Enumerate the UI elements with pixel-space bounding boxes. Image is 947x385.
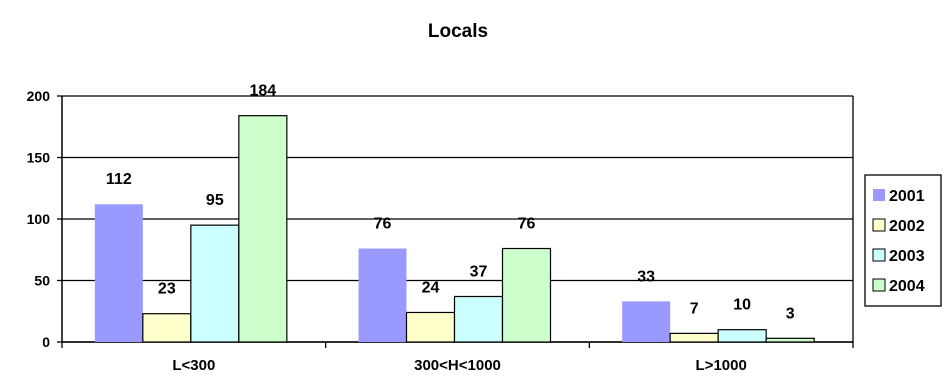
data-label: 33: [637, 268, 655, 285]
y-tick-label: 100: [27, 211, 51, 227]
data-label: 23: [158, 281, 176, 298]
bar-2004-l-300: [238, 115, 288, 343]
axes: 0 50 100 150 200 L<300 300<H<1000 L>1000: [27, 88, 854, 374]
bar-2002-300-h-1000: [405, 311, 456, 343]
legend-swatch-2003: [872, 248, 886, 262]
bar-2003-l-300: [190, 224, 240, 343]
y-tick-label: 200: [27, 88, 51, 104]
data-label: 76: [518, 216, 536, 233]
data-label: 37: [470, 263, 488, 280]
bars: [94, 115, 815, 343]
y-tick-label: 50: [34, 273, 50, 289]
legend-swatch-2004: [872, 278, 886, 292]
x-tick-label: 300<H<1000: [414, 357, 501, 374]
data-label: 95: [206, 192, 224, 209]
legend: 2001 2002 2003 2004: [864, 174, 942, 307]
bar-2001-l-1000: [622, 301, 671, 342]
data-labels: 112 23 95 184 76 24 37 76 33 7 10 3: [106, 83, 795, 323]
bar-2004-300-h-1000: [501, 247, 552, 343]
data-label: 3: [786, 305, 795, 322]
legend-swatch-2001: [873, 189, 885, 201]
bar-2003-300-h-1000: [453, 295, 504, 343]
x-tick-label: L>1000: [696, 357, 747, 374]
data-label: 7: [690, 300, 699, 317]
legend-label-2004: 2004: [889, 278, 925, 295]
legend-label-2003: 2003: [889, 248, 925, 265]
bar-2003-l-1000: [717, 329, 767, 343]
bar-2002-l-300: [142, 313, 192, 343]
data-label: 24: [422, 279, 440, 296]
legend-label-2002: 2002: [889, 218, 925, 235]
x-tick-label: L<300: [172, 357, 215, 374]
y-tick-label: 150: [27, 150, 51, 166]
data-label: 112: [106, 171, 132, 188]
bar-2001-l-300: [94, 204, 143, 342]
data-label: 10: [733, 297, 751, 314]
bar-2001-300-h-1000: [358, 248, 407, 342]
data-label: 76: [374, 216, 392, 233]
bar-2004-l-1000: [765, 337, 815, 343]
bar-2002-l-1000: [669, 332, 719, 343]
legend-swatch-2002: [872, 218, 886, 232]
legend-label-2001: 2001: [889, 188, 925, 205]
data-label: 184: [249, 83, 276, 100]
y-tick-label: 0: [42, 334, 50, 350]
chart-title: Locals: [428, 21, 488, 42]
